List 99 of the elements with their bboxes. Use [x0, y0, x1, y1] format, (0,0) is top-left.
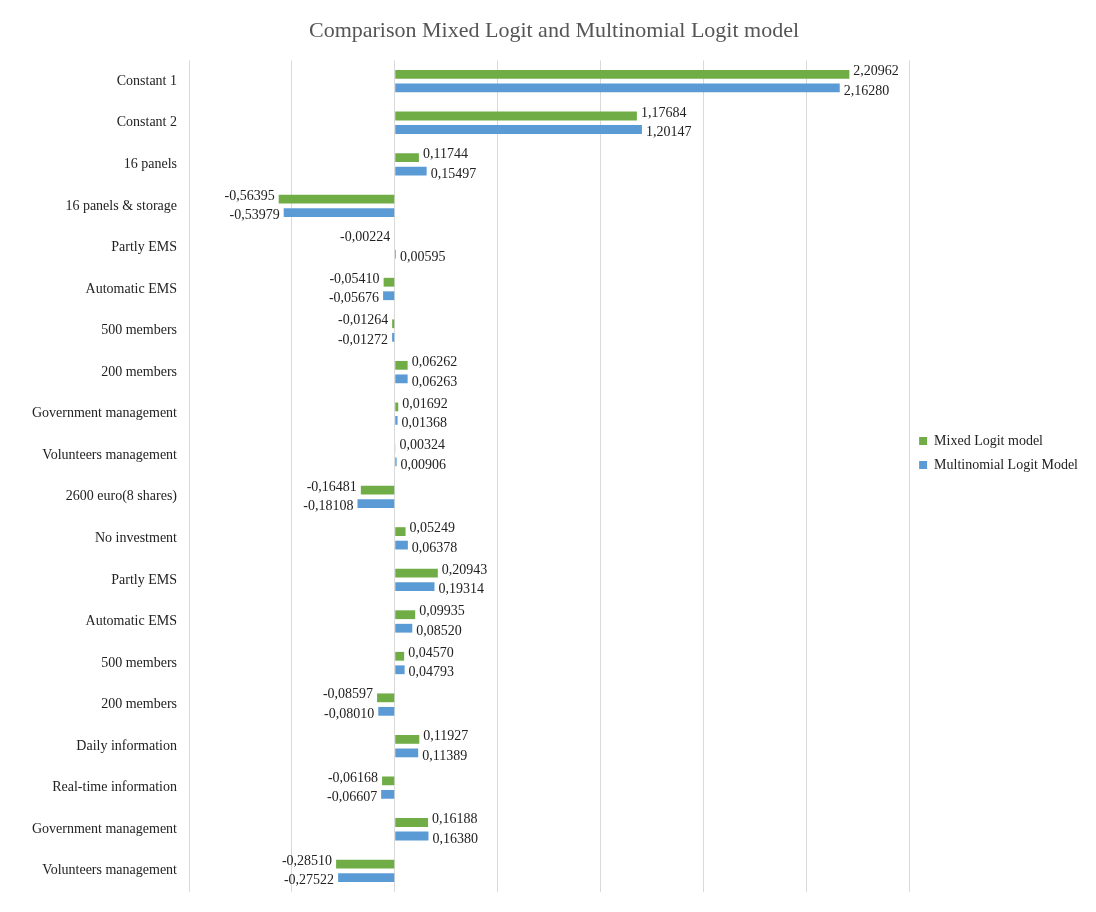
bar	[357, 499, 395, 508]
data-label: -0,05676	[328, 290, 380, 306]
data-label: 2,20962	[853, 63, 899, 79]
data-label: -0,08597	[322, 686, 374, 702]
data-label: -0,01264	[337, 312, 389, 328]
y-tick-label: 500 members	[101, 654, 177, 670]
y-tick-label: Automatic EMS	[85, 280, 177, 296]
y-tick-label: Volunteers management	[42, 446, 178, 462]
bar	[377, 693, 395, 703]
bar	[336, 859, 395, 869]
data-label: 0,16188	[432, 811, 478, 827]
data-label: 0,08520	[416, 622, 462, 638]
data-label: -0,28510	[281, 852, 333, 868]
bar	[395, 735, 420, 744]
bar	[395, 540, 408, 550]
data-label: -0,18108	[303, 498, 354, 514]
bar	[382, 776, 395, 786]
y-tick-label: Government management	[31, 820, 178, 836]
bar	[395, 360, 408, 370]
bar	[395, 111, 637, 121]
data-label: 1,17684	[640, 104, 687, 120]
data-label: 0,00324	[399, 437, 445, 453]
y-tick-label: Daily information	[76, 737, 177, 753]
y-tick-label: Automatic EMS	[85, 613, 177, 629]
data-label: 0,06378	[411, 539, 458, 555]
bar	[395, 527, 406, 536]
y-tick-label: Real-time information	[52, 779, 177, 795]
data-label: 0,16380	[432, 830, 478, 846]
data-label: 0,00906	[400, 456, 447, 472]
data-label: 0,20943	[441, 561, 488, 577]
y-tick-label: 500 members	[101, 322, 177, 338]
data-label: 0,11389	[422, 747, 468, 763]
bar	[381, 790, 395, 799]
bar	[278, 194, 395, 204]
data-label: 0,04793	[408, 664, 455, 680]
data-label: 0,06262	[411, 354, 458, 370]
y-tick-label: 16 panels & storage	[65, 197, 177, 213]
data-label: 0,06263	[411, 373, 458, 389]
y-tick-label: No investment	[94, 530, 178, 546]
data-label: 0,19314	[438, 581, 484, 597]
y-tick-label: Constant 1	[116, 72, 177, 88]
bar	[395, 83, 840, 93]
bar	[395, 166, 427, 176]
data-label: 0,11927	[423, 728, 469, 744]
bar	[395, 153, 419, 162]
data-label: -0,05410	[329, 270, 380, 286]
data-label: 0,09935	[419, 603, 465, 619]
data-label: -0,56395	[224, 187, 275, 203]
data-label: -0,53979	[229, 207, 280, 223]
data-label: -0,06607	[326, 789, 378, 805]
bar	[395, 582, 435, 592]
bar	[383, 291, 395, 301]
legend-label: Mixed Logit model	[934, 432, 1044, 448]
data-label: 0,11744	[422, 146, 468, 162]
bar	[395, 416, 398, 425]
bar	[395, 818, 429, 827]
data-label: 0,05249	[409, 520, 456, 536]
bar	[395, 402, 399, 412]
data-label: -0,27522	[283, 872, 335, 888]
bar	[338, 873, 395, 882]
y-tick-label: 200 members	[101, 363, 177, 379]
data-label: 2,16280	[843, 82, 890, 98]
bar	[392, 319, 395, 329]
data-label: -0,01272	[337, 331, 389, 347]
chart-title: Comparison Mixed Logit and Multinomial Logit model	[308, 16, 800, 42]
bar	[395, 665, 405, 675]
bar	[395, 70, 850, 79]
y-tick-label: 16 panels	[123, 155, 177, 171]
data-label: 0,01368	[401, 415, 448, 431]
y-tick-label: Partly EMS	[111, 571, 177, 587]
data-label: -0,00224	[340, 229, 391, 245]
data-label: -0,08010	[324, 706, 375, 722]
bar	[360, 485, 395, 495]
bar	[378, 706, 395, 716]
data-label: 0,15497	[430, 165, 477, 181]
bar	[383, 277, 395, 287]
bar	[395, 831, 429, 841]
y-tick-label: 2600 euro(8 shares)	[65, 488, 178, 505]
data-label: 0,01692	[402, 395, 448, 411]
bar	[395, 748, 419, 758]
data-label: 1,20147	[645, 124, 692, 140]
bar	[395, 610, 416, 620]
data-label: -0,06168	[327, 769, 379, 785]
data-label: 0,00595	[399, 248, 446, 264]
bar	[283, 208, 395, 217]
bar	[395, 125, 642, 134]
y-tick-label: Partly EMS	[111, 239, 177, 255]
y-tick-label: 200 members	[101, 696, 177, 712]
bar	[395, 374, 408, 384]
y-tick-label: Volunteers management	[42, 862, 178, 878]
y-tick-label: Constant 2	[116, 114, 177, 130]
legend-label: Multinomial Logit Model	[934, 456, 1079, 472]
y-tick-label: Government management	[31, 405, 178, 421]
bar	[392, 332, 395, 342]
data-label: 0,04570	[408, 644, 454, 660]
bar	[395, 623, 413, 633]
bar	[395, 568, 438, 578]
bar	[395, 651, 405, 661]
data-label: -0,16481	[306, 478, 357, 494]
